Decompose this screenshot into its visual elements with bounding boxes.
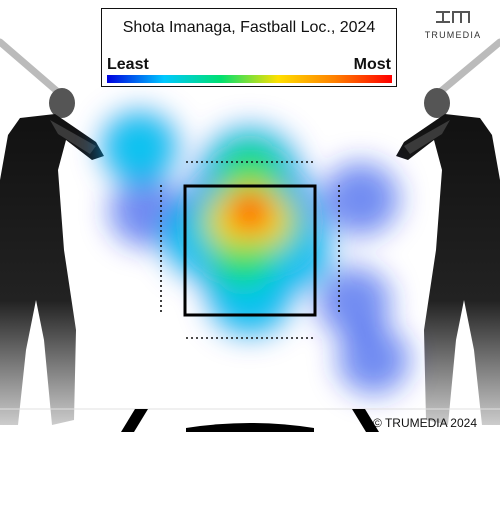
chart-title: Shota Imanaga, Fastball Loc., 2024 — [122, 19, 376, 36]
heat-blob — [236, 198, 264, 225]
heat-blob — [107, 116, 172, 178]
shadow-zone — [160, 161, 340, 339]
trumedia-logo-icon — [436, 11, 470, 23]
brand-name: TRUMEDIA — [424, 30, 482, 40]
legend-color-bar — [107, 75, 392, 83]
right-batters-box-line — [352, 409, 379, 432]
home-plate-area — [0, 408, 500, 432]
left-batters-box-line — [121, 409, 148, 432]
legend: Shota Imanaga, Fastball Loc., 2024 Least… — [101, 8, 397, 87]
legend-low-label: Least — [107, 56, 149, 73]
heatmap-density-layer — [99, 108, 410, 395]
left-batter-silhouette — [0, 38, 104, 425]
legend-high-label: Most — [353, 56, 391, 73]
heat-blob — [321, 162, 400, 236]
heat-blob — [109, 176, 183, 247]
heat-blob — [337, 325, 410, 395]
home-plate — [186, 423, 314, 432]
brand-logo: TRUMEDIA — [418, 10, 488, 40]
right-batter-silhouette — [396, 38, 500, 425]
heat-blob — [317, 266, 391, 338]
strike-zone — [183, 184, 317, 317]
copyright-notice: © TRUMEDIA 2024 — [373, 416, 477, 430]
